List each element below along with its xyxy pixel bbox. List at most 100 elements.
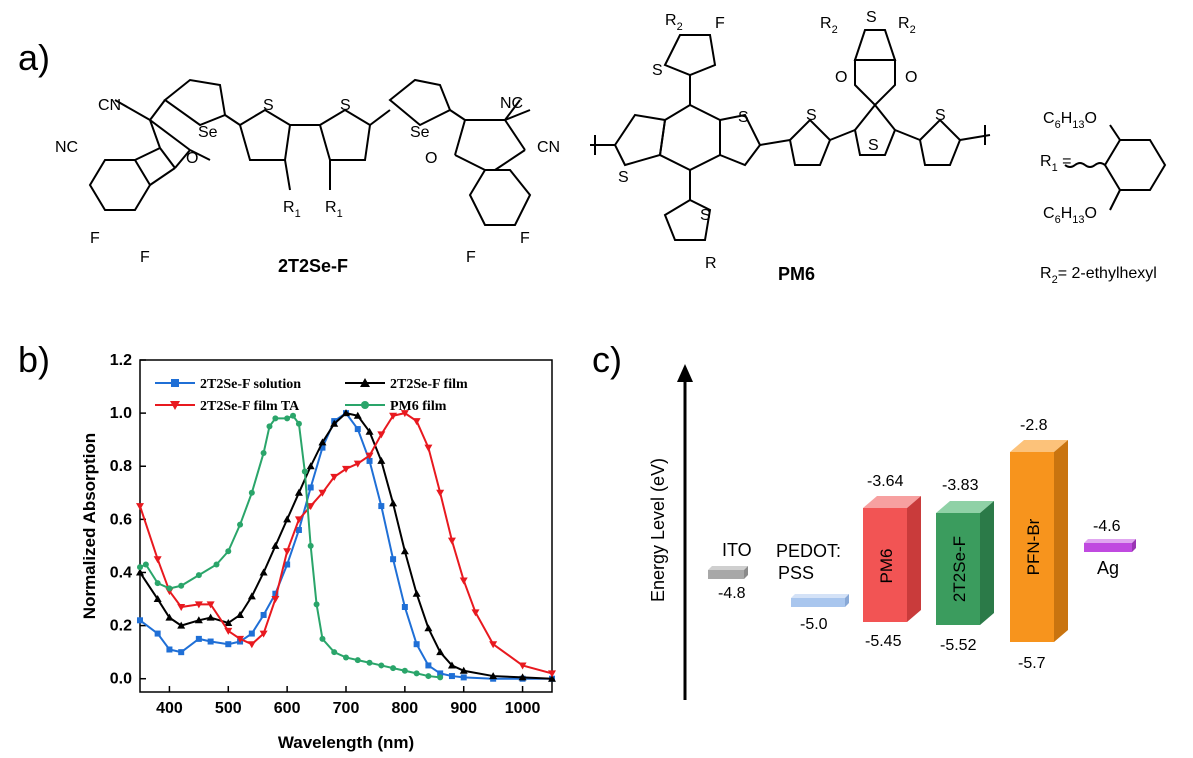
svg-text:2T2Se-F film: 2T2Se-F film	[390, 377, 468, 392]
x-tick-label: 800	[392, 700, 419, 717]
series-point	[194, 601, 203, 609]
svg-text:S: S	[652, 62, 663, 79]
series-point	[412, 418, 421, 426]
svg-text:O: O	[905, 69, 917, 86]
series-point	[206, 613, 215, 621]
pfn-br-block: PFN-Br -2.8 -5.7	[1010, 417, 1068, 672]
series-point	[307, 484, 314, 491]
energy-level-diagram: c) Energy Level (eV) ITO -4.8 PEDOT: PSS…	[592, 339, 1136, 700]
series-point	[271, 541, 280, 549]
ito-layer: ITO -4.8	[708, 540, 752, 602]
series-point	[318, 438, 327, 446]
ito-level: -4.8	[718, 585, 746, 602]
series-point	[284, 415, 291, 422]
series-point	[260, 449, 267, 456]
series-point	[471, 609, 480, 617]
y-axis-label: Normalized Absorption	[80, 433, 99, 619]
series-point	[306, 503, 315, 511]
series-point	[153, 556, 162, 564]
series-point	[448, 673, 455, 680]
series-line	[139, 414, 441, 679]
molecule-pm6-labels: R2 F S S S S R S S R2 R2 O O S S	[618, 9, 946, 272]
series-point	[313, 601, 320, 608]
series-point	[247, 641, 256, 649]
energy-axis-arrow	[677, 364, 693, 700]
pedot-pss-layer: PEDOT: PSS -5.0	[776, 541, 849, 633]
panel-a-label: a)	[18, 37, 50, 78]
svg-text:S: S	[866, 9, 877, 26]
series-point	[366, 457, 373, 464]
series-point	[272, 415, 279, 422]
series-point	[294, 488, 303, 496]
svg-text:R2: R2	[898, 15, 916, 36]
svg-text:R1 =: R1 =	[1040, 153, 1071, 174]
svg-text:R2: R2	[665, 12, 683, 33]
series-point	[424, 624, 433, 632]
svg-text:S: S	[738, 109, 749, 126]
series-point	[283, 515, 292, 523]
series-point	[248, 630, 255, 637]
pm6-block: PM6 -3.64 -5.45	[863, 473, 921, 650]
svg-text:F: F	[90, 230, 100, 247]
series-point	[236, 610, 245, 618]
pedot-level: -5.0	[800, 616, 828, 633]
series-point	[154, 630, 161, 637]
series-point	[248, 489, 255, 496]
series-point	[154, 580, 161, 587]
series-point	[272, 590, 279, 597]
series-point	[413, 670, 420, 677]
series-point	[330, 419, 339, 427]
2t2se-f-homo: -5.52	[940, 637, 977, 654]
series-point	[318, 489, 327, 497]
series-point	[400, 547, 409, 555]
svg-text:C6H13O: C6H13O	[1043, 205, 1097, 226]
svg-text:R1: R1	[283, 199, 301, 220]
energy-axis-label: Energy Level (eV)	[648, 458, 668, 602]
y-tick-label: 1.2	[110, 352, 132, 369]
svg-text:2T2Se-F solution: 2T2Se-F solution	[200, 377, 301, 392]
series-point	[366, 659, 373, 666]
series-point	[301, 468, 308, 475]
series-point	[207, 638, 214, 645]
series-point	[195, 572, 202, 579]
panel-c-label: c)	[592, 339, 622, 380]
y-tick-label: 0.6	[110, 511, 132, 528]
svg-text:F: F	[520, 230, 530, 247]
series-point	[283, 548, 292, 556]
series-point	[166, 646, 173, 653]
ag-label: Ag	[1097, 558, 1119, 578]
svg-text:S: S	[263, 97, 274, 114]
series-point	[548, 674, 556, 682]
series-point	[194, 616, 203, 624]
series-point	[401, 667, 408, 674]
y-tick-label: 0.4	[110, 564, 132, 581]
series-point	[225, 641, 232, 648]
svg-text:R2= 2-ethylhexyl: R2= 2-ethylhexyl	[1040, 265, 1157, 286]
series-point	[447, 537, 456, 545]
molecule-2t2se-f	[88, 78, 532, 226]
series-point	[548, 670, 556, 678]
legend-entry-pm6: PM6 film	[345, 399, 447, 414]
2t2se-f-label: 2T2Se-F	[950, 536, 969, 602]
series-point	[142, 561, 149, 568]
series-point	[178, 582, 185, 589]
series-point	[319, 444, 326, 451]
series-point	[425, 673, 432, 680]
series-point	[284, 561, 291, 568]
series-line	[139, 412, 553, 675]
series-point	[236, 635, 245, 643]
series-point	[413, 641, 420, 648]
series-point	[489, 641, 498, 649]
series-point	[224, 618, 233, 626]
pedot-label-1: PEDOT:	[776, 541, 841, 561]
svg-text:NC: NC	[55, 139, 78, 156]
pedot-label-2: PSS	[778, 563, 814, 583]
series-point	[518, 662, 527, 670]
legend-entry-solution: 2T2Se-F solution	[155, 377, 301, 392]
series-point	[354, 657, 361, 664]
pfn-br-label: PFN-Br	[1024, 518, 1043, 575]
series-point	[436, 648, 445, 656]
x-tick-label: 400	[156, 700, 183, 717]
series-point	[294, 516, 303, 524]
series-point	[412, 589, 421, 597]
